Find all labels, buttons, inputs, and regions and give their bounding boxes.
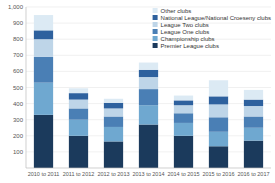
x-tick-label: 2011 to 2012 [63, 171, 95, 177]
bar-segment [209, 117, 228, 131]
grid-line [26, 23, 271, 24]
x-axis-line [26, 168, 271, 169]
bar-segment [209, 80, 228, 96]
legend-label: National League/National Croeseny clubs [161, 15, 271, 21]
y-tick-label: 500 [13, 85, 24, 91]
bar-segment [244, 141, 263, 168]
x-tick-label: 2015 to 2016 [202, 171, 234, 177]
legend-label: League Two clubs [161, 22, 209, 28]
bar-segment [34, 115, 53, 168]
bar-segment [209, 104, 228, 117]
bar-segment [174, 113, 193, 123]
bar-segment [139, 63, 158, 70]
bar-segment [209, 96, 228, 104]
legend-label: Premier League clubs [161, 43, 219, 49]
legend: Other clubsNational League/National Croe… [153, 8, 271, 49]
bar-segment [244, 100, 263, 106]
bar-segment [69, 93, 88, 99]
bar-segment [139, 70, 158, 77]
bar-segment [104, 116, 123, 126]
x-tick-labels: 2010 to 20112011 to 20122012 to 20132013… [28, 171, 270, 177]
legend-swatch [153, 15, 158, 20]
bar-segment [104, 127, 123, 141]
x-tick-label: 2013 to 2014 [132, 171, 164, 177]
bar-segment [69, 88, 88, 93]
bar-segment [69, 100, 88, 109]
bar-segment [244, 106, 263, 116]
x-tick-label: 2014 to 2015 [167, 171, 199, 177]
bar-segment [139, 105, 158, 124]
legend-swatch [153, 8, 158, 13]
bar-segment [34, 57, 53, 83]
bar-segment [244, 116, 263, 127]
bar-segment [69, 136, 88, 168]
y-tick-label: 300 [13, 117, 24, 123]
chart: 100 200 300 400 500 600 700 800 900 1,000 2010 to … [0, 0, 275, 183]
x-tick-label: 2010 to 2011 [28, 171, 60, 177]
grid-line [26, 7, 271, 8]
y-tick-label: 700 [13, 52, 24, 58]
x-tick-label: 2016 to 2017 [237, 171, 269, 177]
bar-segment [34, 30, 53, 39]
grid-line [26, 55, 271, 56]
bar-segment [174, 123, 193, 136]
grid-line [26, 39, 271, 40]
bar-segment [69, 108, 88, 119]
legend-swatch [153, 29, 158, 34]
y-tick-label: 800 [13, 36, 24, 42]
legend-label: Other clubs [161, 8, 192, 14]
bar-segment [104, 141, 123, 168]
x-tick-label: 2012 to 2013 [97, 171, 129, 177]
bar-segment [174, 96, 193, 101]
y-tick-label: 200 [13, 133, 24, 139]
bar-segment [209, 146, 228, 168]
y-tick-labels: 100 200 300 400 500 600 700 800 900 1,000 [8, 4, 24, 155]
legend-swatch [153, 36, 158, 41]
bars [34, 15, 263, 168]
y-axis-line [26, 7, 27, 168]
bar-segment [174, 136, 193, 168]
y-tick-label: 1,000 [8, 4, 24, 10]
y-tick-label: 100 [13, 149, 24, 155]
legend-label: Championship clubs [161, 36, 215, 42]
bar-segment [139, 89, 158, 105]
bar-segment [104, 99, 123, 103]
y-tick-label: 600 [13, 68, 24, 74]
y-tick-label: 900 [13, 20, 24, 26]
bar-segment [34, 39, 53, 57]
bar-segment [244, 128, 263, 141]
bar-segment [104, 108, 123, 116]
bar-segment [244, 90, 263, 100]
bar-segment [174, 105, 193, 113]
bar-segment [104, 103, 123, 109]
bar-segment [209, 132, 228, 146]
bar-segment [34, 15, 53, 30]
y-tick-label: 400 [13, 101, 24, 107]
legend-swatch [153, 22, 158, 27]
bar-segment [174, 100, 193, 105]
bar-segment [139, 125, 158, 168]
bar-segment [139, 77, 158, 89]
bar-segment [34, 83, 53, 115]
bar-segment [69, 120, 88, 136]
legend-label: League One clubs [161, 29, 210, 35]
legend-swatch [153, 43, 158, 48]
